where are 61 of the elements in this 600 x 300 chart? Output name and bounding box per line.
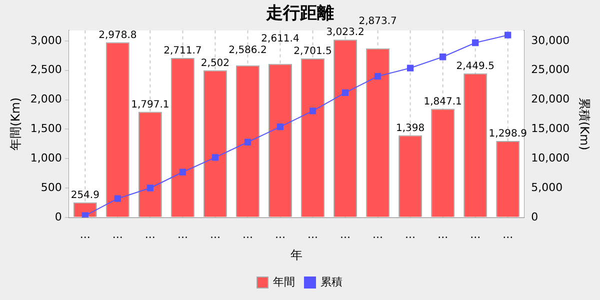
y-tick-label: 2,500 [30,63,62,76]
data-label: 1,797.1 [131,99,170,110]
x-tick-label: ... [112,228,123,241]
point [472,39,479,46]
data-label: 2,978.8 [98,30,137,41]
y-tick-label: 1,000 [30,151,62,164]
point [114,195,121,202]
point [374,72,382,80]
y2-tick-label: 10,000 [531,151,570,164]
point [179,168,186,176]
y2-tick-label: 30,000 [531,34,570,47]
x-tick-label: ... [242,228,253,241]
point [276,124,284,130]
x-tick-label: ... [177,228,188,241]
data-label: 1,398 [396,122,425,134]
data-label: 2,873.7 [358,16,397,28]
y-tick-label: 1,500 [30,122,62,136]
y-tick-label: 3,000 [30,34,62,47]
y2-tick-label: 20,000 [531,92,570,106]
y-tick-label: 0 [54,210,62,224]
point [244,138,252,146]
point [504,32,512,38]
x-tick-label: ... [210,228,220,241]
x-tick-label: ... [274,228,286,241]
x-tick-label: ... [470,228,481,241]
x-tick-label: ... [405,228,416,241]
x-tick-label: ... [144,228,156,241]
data-label: 2,449.5 [456,60,494,72]
data-label: 2,586.2 [228,44,267,56]
point [212,154,219,161]
data-label: 3,023.2 [326,27,364,38]
y-tick-label: 2,000 [30,92,62,106]
data-label: 2,611.4 [261,33,300,44]
x-tick-label: ... [80,228,90,241]
x-tick-label: ... [340,228,351,241]
y2-tick-label: 0 [531,210,538,224]
x-axis-title: 年 [290,248,302,262]
y2-tick-label: 25,000 [531,63,570,76]
point [146,184,154,192]
legend-label: 累積 [320,275,342,288]
data-label: 2,711.7 [164,46,202,57]
y-tick-label: 500 [40,180,62,194]
point [342,89,349,96]
data-label: 2,502 [200,58,230,69]
data-label: 2,701.5 [294,46,332,58]
x-tick-label: ... [438,228,448,241]
x-tick-label: ... [372,228,384,241]
point [309,108,316,114]
data-label: 1,847.1 [424,96,462,108]
y2-tick-label: 15,000 [531,122,570,136]
legend-label: 年間 [273,275,295,288]
x-tick-label: ... [308,228,318,241]
x-tick-label: ... [502,228,514,241]
data-label: 254.9 [70,190,100,202]
y-axis-title: 年間(Km) [8,97,22,150]
y2-axis-title: 累積(Km) [578,97,592,150]
point [439,54,446,60]
point [406,64,414,72]
data-label: 1,298.9 [488,128,527,140]
y2-tick-label: 5,000 [531,180,563,194]
chart-title: 走行距離 [265,4,334,24]
